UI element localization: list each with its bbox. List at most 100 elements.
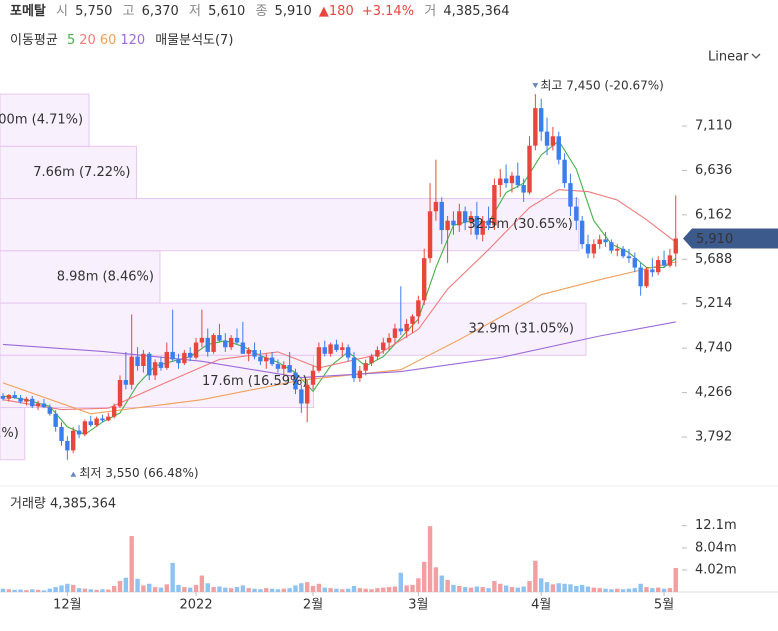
volume-bar	[351, 585, 357, 592]
volume-bar	[498, 583, 503, 592]
volume-label: 거	[424, 4, 436, 19]
x-tick-label: 2022	[180, 598, 213, 613]
volume-bar	[228, 588, 234, 592]
volume-bar	[100, 589, 105, 592]
moving-average	[2, 189, 677, 411]
candle-body	[275, 364, 281, 369]
volume-bar	[673, 567, 678, 592]
volume-bar	[322, 587, 327, 592]
close-value: 5,910	[275, 4, 312, 19]
candle-body	[515, 175, 520, 186]
volume-bar	[0, 588, 6, 592]
candle-body	[445, 220, 450, 231]
volume-bar	[656, 587, 661, 592]
volume-bar	[550, 584, 556, 592]
candle-body	[386, 337, 392, 343]
volume-bar	[275, 589, 281, 592]
volume-bar	[65, 583, 70, 592]
candle-body	[544, 131, 550, 146]
x-tick-label: 4월	[531, 598, 551, 613]
candle-body	[492, 185, 497, 226]
change-pct: +3.14%	[362, 4, 414, 19]
candle-body	[609, 242, 614, 251]
volume-bar	[30, 589, 35, 592]
volume-bar	[486, 588, 491, 592]
volume-bar	[667, 588, 673, 592]
candle-body	[579, 220, 585, 245]
candle-body	[287, 365, 292, 373]
x-tick-label: 5월	[654, 598, 674, 613]
volume-title: 거래량 4,385,364	[10, 497, 116, 512]
candle-body	[158, 362, 164, 368]
candle-body	[65, 440, 70, 451]
candle-body	[392, 328, 398, 338]
candle-body	[656, 260, 661, 273]
dropdown-chevron[interactable]	[751, 53, 761, 59]
candle-body	[252, 350, 257, 357]
volume-bar	[269, 588, 275, 592]
volume-bar	[515, 587, 520, 592]
volume-profile-label: 32.5m (30.65%)	[467, 217, 572, 232]
candle-body	[30, 398, 35, 407]
open-label: 시	[56, 4, 68, 19]
candle-body	[328, 344, 333, 354]
volume-bar	[527, 581, 532, 592]
volume-bar	[170, 562, 175, 592]
high-annotation: 최고 7,450 (-20.67%)	[540, 79, 664, 93]
volume-bar	[427, 526, 433, 592]
candle-body	[135, 356, 140, 366]
candle-body	[480, 220, 485, 235]
y-tick-label: 7,110	[695, 118, 732, 133]
candle-body	[673, 238, 678, 254]
candle-body	[626, 256, 632, 259]
volume-bar	[176, 584, 181, 592]
candle-body	[398, 328, 403, 332]
candle-body	[661, 260, 667, 266]
price-tag	[683, 228, 778, 249]
candle-body	[0, 395, 6, 399]
volume-profile-label: 7.66m (7.22%)	[33, 165, 130, 180]
volume-bar	[579, 584, 585, 592]
volume-bar	[591, 587, 597, 592]
low-marker	[70, 471, 77, 477]
volume-bar	[410, 584, 415, 592]
volume-bar	[123, 577, 129, 592]
candle-body	[498, 178, 503, 186]
high-marker	[532, 83, 539, 89]
volume-profile-bar	[0, 145, 137, 200]
candle-body	[188, 352, 193, 358]
volume-bar	[240, 585, 246, 592]
volume-bar	[638, 583, 643, 592]
candle-body	[82, 421, 88, 435]
candle-body	[433, 201, 439, 212]
candle-body	[24, 398, 29, 402]
volume-bar	[381, 587, 386, 592]
volume-bar	[363, 588, 368, 592]
volume-bar	[135, 578, 140, 592]
volume-bar	[264, 588, 269, 592]
ma-legend-entry: 120	[120, 33, 145, 48]
candle-body	[322, 347, 327, 354]
candle-body	[375, 350, 380, 357]
volume-bar	[76, 588, 82, 592]
volume-bar	[521, 586, 526, 592]
y-tick-label: 8.04m	[695, 540, 737, 555]
volume-bar	[82, 588, 88, 592]
candle-body	[474, 215, 480, 235]
volume-bar	[117, 581, 123, 592]
candle-body	[457, 211, 462, 226]
candle-body	[88, 421, 93, 426]
low-value: 5,610	[208, 4, 245, 19]
volume-bar	[392, 586, 398, 592]
volume-bar	[416, 578, 421, 592]
volume-bar	[661, 588, 667, 592]
candle-body	[228, 337, 234, 348]
scale-mode[interactable]: Linear	[708, 50, 749, 65]
candle-body	[650, 269, 655, 273]
candle-body	[100, 418, 105, 421]
candle-body	[615, 248, 620, 251]
volume-bar	[626, 588, 632, 592]
volume-bar	[316, 583, 322, 592]
volume-bar	[433, 567, 439, 592]
